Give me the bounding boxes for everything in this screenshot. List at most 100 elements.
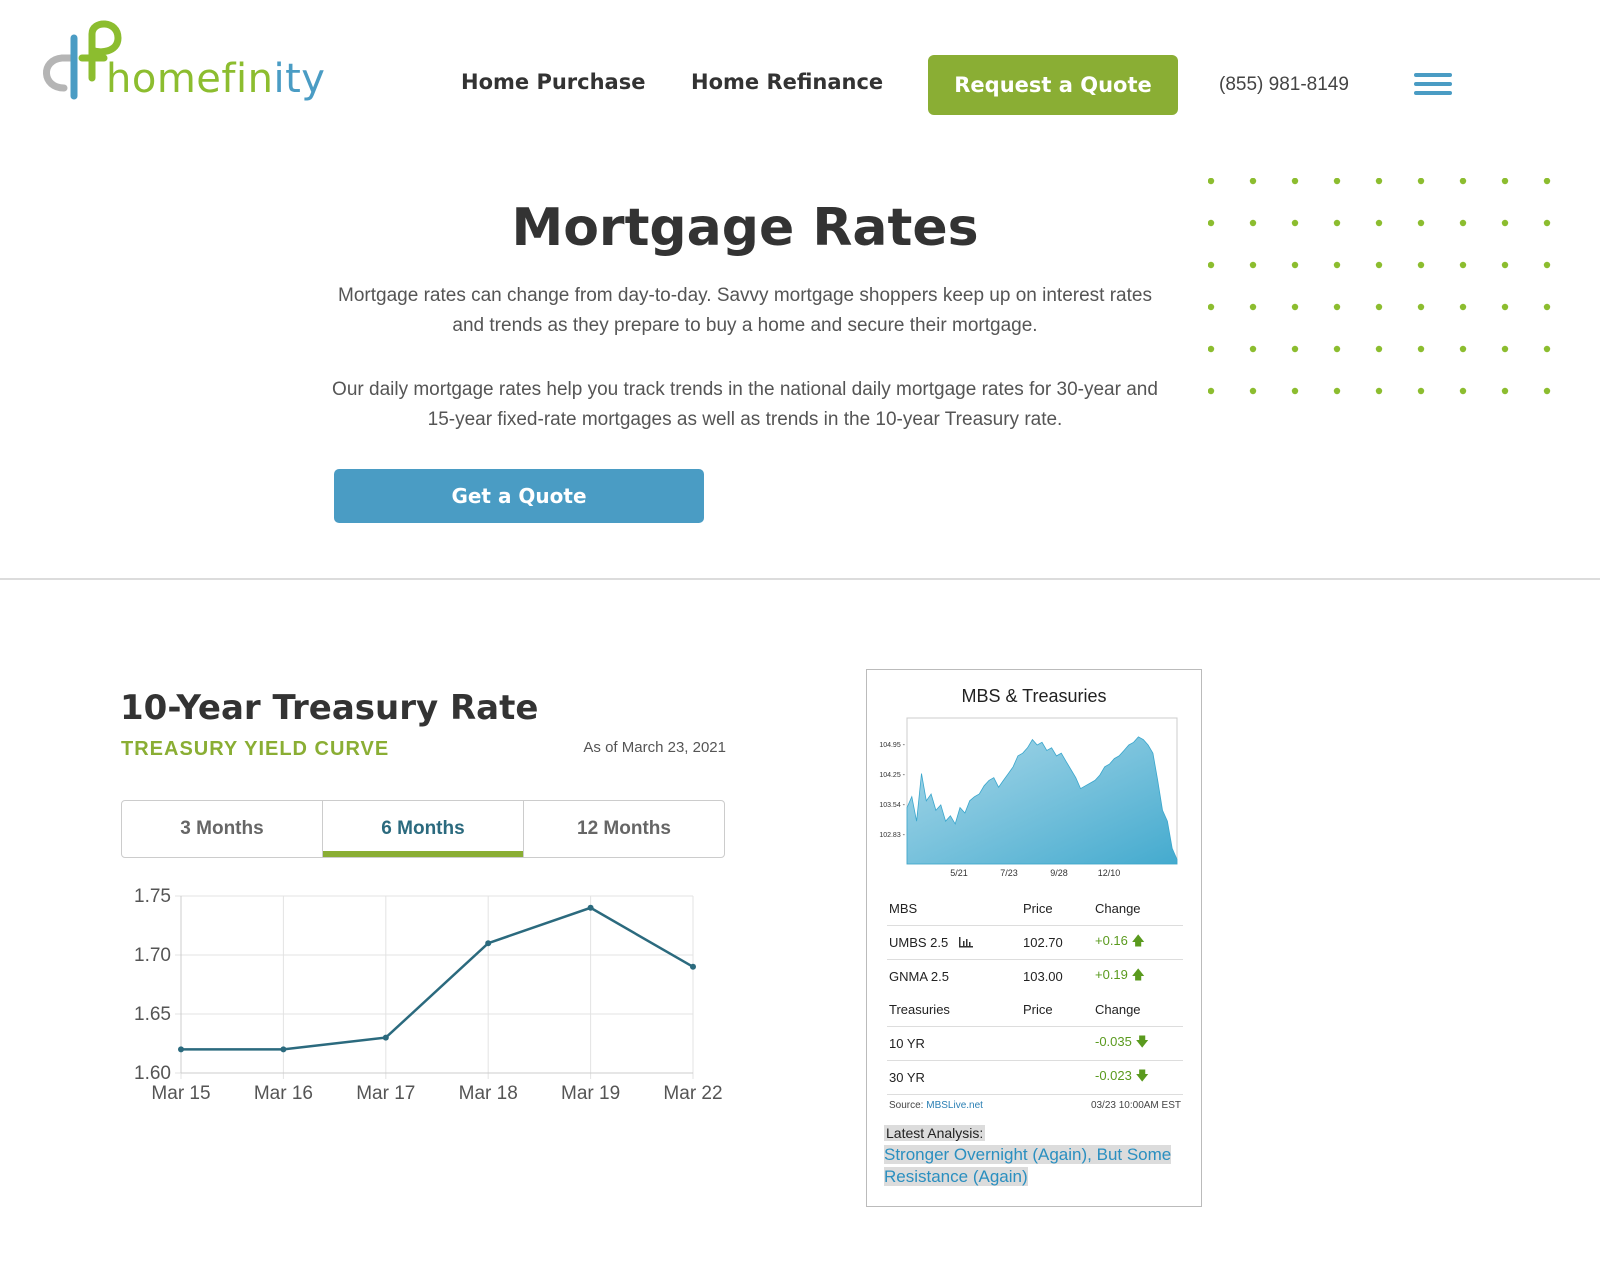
decor-dot [1208,219,1215,227]
table-header-row: Treasuries Price Change [887,993,1183,1027]
mbs-timestamp: 03/23 10:00AM EST [1090,1100,1181,1111]
table-header-row: MBS Price Change [887,892,1183,926]
mbs-area [906,736,1178,865]
decor-dot [1375,178,1383,185]
mbs-title: MBS & Treasuries [961,686,1107,706]
table-row[interactable]: GNMA 2.5 103.00 +0.19 🡅 [887,960,1183,994]
decor-dot [1375,261,1383,269]
mbs-y-tick-label: 104.25 - [879,772,905,779]
data-point[interactable] [587,904,594,911]
treasury-subtitle: TREASURY YIELD CURVE [121,738,390,760]
mbs-source-link[interactable]: MBSLive.net [926,1100,983,1111]
decor-dot [1291,261,1299,269]
decor-dot [1501,345,1509,353]
nav-home-purchase[interactable]: Home Purchase [461,70,646,94]
decor-dot [1501,303,1509,311]
decor-dot [1543,178,1551,185]
decor-dot [1333,178,1341,185]
bar-chart-icon[interactable] [958,936,974,948]
decor-dot [1543,303,1551,311]
series-line [181,906,694,1051]
decor-dot [1333,219,1341,227]
row-price-cell: 102.70 [1021,925,1093,960]
y-tick-label: 1.75 [134,886,171,907]
decor-dot [1375,303,1383,311]
nav-home-refinance[interactable]: Home Refinance [691,70,884,94]
menu-icon[interactable] [1414,73,1452,97]
logo-mark-icon [43,20,122,100]
header-cell: Price [1021,993,1093,1027]
decor-dot [1249,387,1257,395]
x-tick-label: Mar 17 [356,1083,415,1104]
decor-dot [1417,261,1425,269]
mbs-source: Source: MBSLive.net [889,1100,983,1111]
tab-3-months[interactable]: 3 Months [122,801,323,857]
page-title: Mortgage Rates [511,198,979,258]
row-name-cell: 10 YR [887,1026,1021,1061]
decor-dot [1459,219,1467,227]
decor-dot [1208,303,1215,311]
treasury-line-chart: Mar 15 Mar 16 Mar 17 Mar 18 Mar 19 Mar 22 1.60… [134,886,723,1104]
x-tick-label: Mar 19 [561,1083,620,1104]
section-divider [0,578,1600,580]
decor-dot [1375,345,1383,353]
tab-12-months[interactable]: 12 Months [577,818,671,839]
data-point[interactable] [382,1034,389,1041]
decor-dot [1543,219,1551,227]
decor-dot [1501,178,1509,185]
decor-dot [1543,387,1551,395]
decor-dot [1459,261,1467,269]
decor-dot [1375,387,1383,395]
data-point[interactable] [690,963,696,970]
decor-dot [1291,303,1299,311]
decor-dot [1208,345,1215,353]
get-quote-button[interactable]: Get a Quote [334,469,704,523]
mbs-x-tick-label: 5/21 [950,868,968,878]
header-cell: Change [1093,892,1183,926]
row-change-cell: -0.035 🡇 [1093,1026,1183,1061]
data-point[interactable] [280,1046,287,1053]
decor-dot [1543,345,1551,353]
table-row[interactable]: 30 YR -0.023 🡇 [887,1060,1183,1095]
request-quote-button[interactable]: Request a Quote [928,55,1178,115]
decor-dot [1459,303,1467,311]
mbs-x-tick-label: 9/28 [1050,868,1068,878]
decor-dot [1333,303,1341,311]
range-tabs: 3 Months 6 Months 12 Months [121,800,725,858]
homefinity-logo[interactable]: homefinity [34,18,325,108]
tab-6-months[interactable]: 6 Months [323,801,524,857]
arrow-up-icon: 🡅 [1131,966,1145,982]
decor-dot [1291,387,1299,395]
decor-dot [1333,345,1341,353]
decor-dot [1249,303,1257,311]
phone-number[interactable]: (855) 981-8149 [1219,74,1349,95]
data-point[interactable] [485,940,492,947]
table-row[interactable]: UMBS 2.5 102.70 +0.16 🡅 [887,925,1183,960]
dot-pattern-decoration [1208,178,1551,395]
decor-dot [1417,303,1425,311]
decor-dot [1291,345,1299,353]
decor-dot [1208,387,1215,395]
decor-dot [1291,178,1299,185]
table-row[interactable]: 10 YR -0.035 🡇 [887,1026,1183,1061]
analysis-link[interactable]: Stronger Overnight (Again), But Some Res… [884,1145,1172,1186]
decor-dot [1501,261,1509,269]
analysis-label: Latest Analysis: [884,1125,986,1141]
data-point[interactable] [178,1046,184,1053]
decor-dot [1459,387,1467,395]
hero-paragraph-1: Mortgage rates can change from day-to-da… [338,285,1152,336]
row-name-cell: 30 YR [887,1060,1021,1095]
decor-dot [1249,345,1257,353]
header-cell: Treasuries [887,993,1021,1027]
x-tick-label: Mar 15 [151,1083,210,1104]
decor-dot [1459,178,1467,185]
decor-dot [1333,261,1341,269]
hero-paragraph-2: Our daily mortgage rates help you track … [332,379,1158,430]
decor-dot [1291,219,1299,227]
decor-dot [1417,345,1425,353]
decor-dot [1375,219,1383,227]
x-tick-label: Mar 18 [459,1083,518,1104]
decor-dot [1249,261,1257,269]
header-cell: MBS [887,892,1021,926]
mbs-treasuries-widget: MBS & Treasuries 104.95 - 104.25 - 103.54 … [866,669,1202,1207]
